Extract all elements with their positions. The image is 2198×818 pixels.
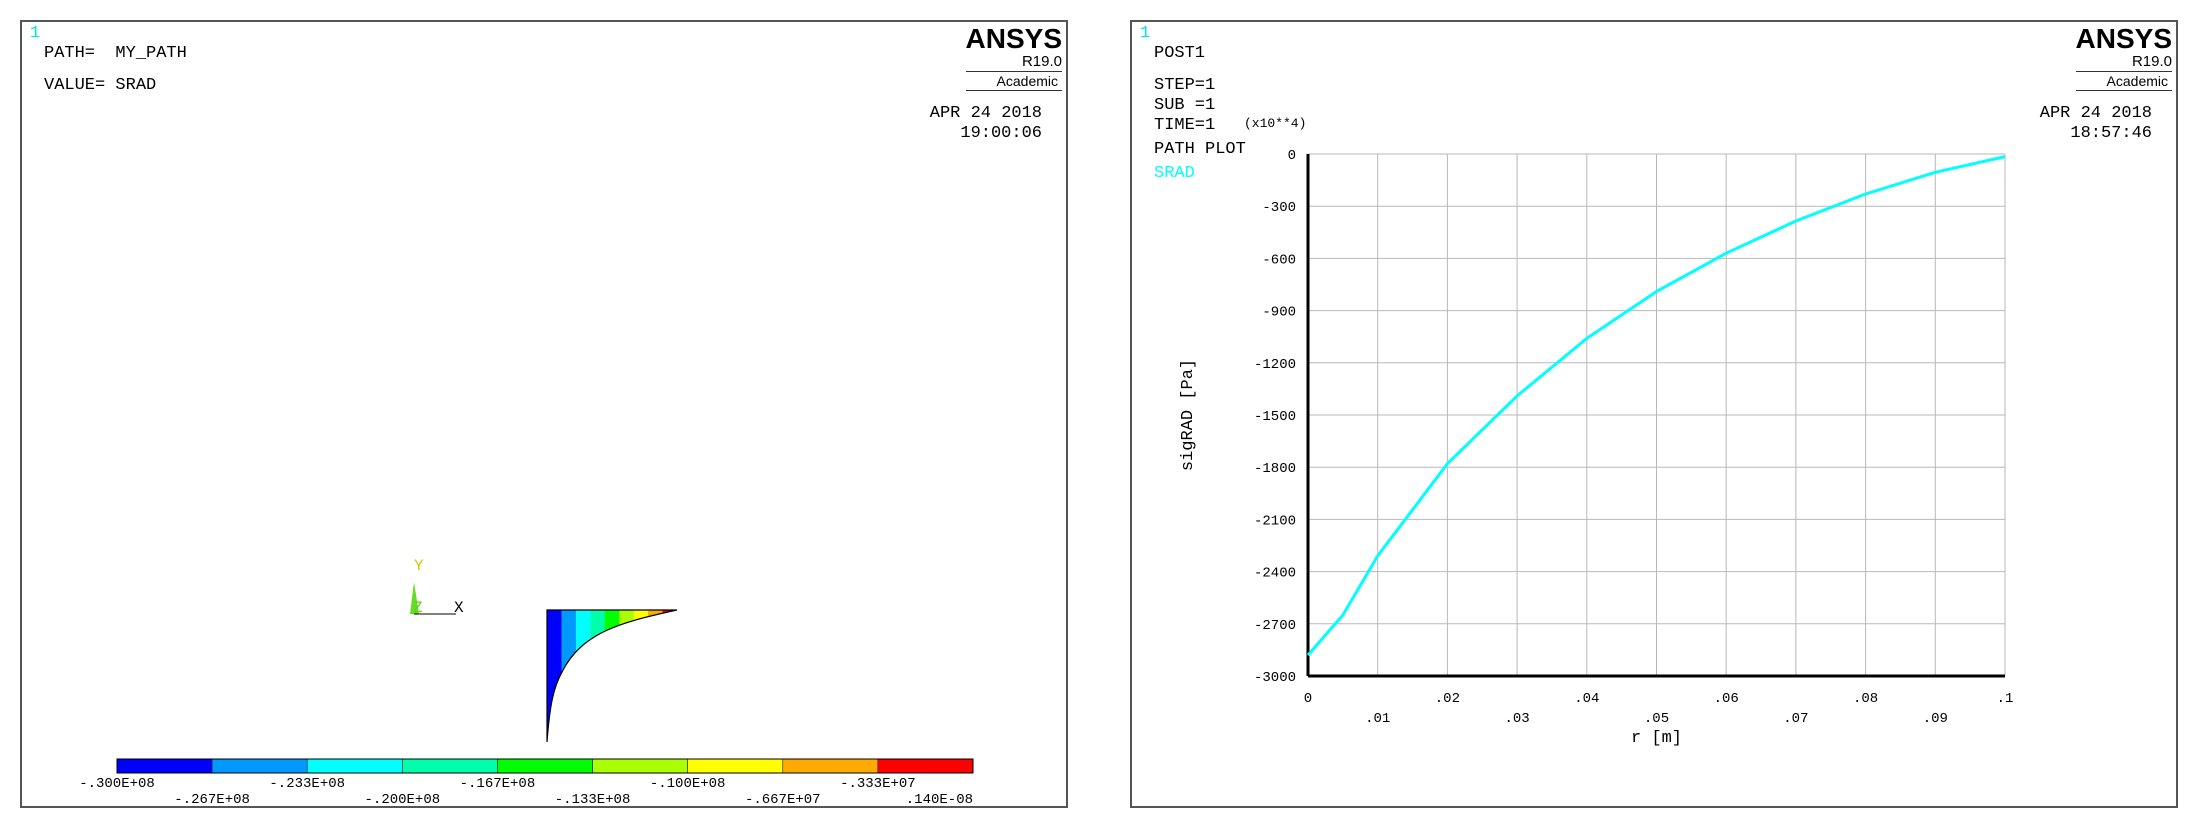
right-graphics-window: 1 POST1 STEP=1 SUB =1 TIME=1 PATH PLOT S… — [1130, 20, 2178, 808]
contour-legend: -.300E+08 -.233E+08 -.167E+08 -.100E+08 -.33… — [79, 758, 974, 808]
legend-label-bottom: -.133E+08 — [555, 792, 631, 808]
legend-swatch — [306, 758, 403, 774]
wedge-band — [633, 610, 649, 742]
info-line-post1: POST1 — [1154, 44, 1206, 63]
plot-title: PATH PLOT — [1154, 140, 1246, 159]
x-tick-label: 0 — [1304, 691, 1312, 707]
legend-label-top: -.167E+08 — [460, 776, 536, 792]
wedge-band — [648, 610, 664, 742]
value-label: VALUE= SRAD — [44, 76, 157, 95]
legend-swatch — [687, 758, 784, 774]
legend-swatch — [211, 758, 308, 774]
legend-label-top: -.233E+08 — [269, 776, 345, 792]
legend-label-bottom: .140E-08 — [906, 792, 973, 808]
path-label: PATH= MY_PATH — [44, 44, 187, 63]
logo-version: R19.0 — [1021, 53, 1062, 70]
window-number: 1 — [30, 24, 41, 43]
wedge-band — [575, 610, 591, 742]
info-line-step: STEP=1 — [1154, 76, 1216, 95]
path-contour-wedge — [547, 610, 677, 742]
y-tick-label: -1200 — [1254, 357, 1296, 373]
x-tick-label: .06 — [1714, 691, 1739, 707]
y-tick-label: -2100 — [1254, 513, 1296, 529]
logo-edition: Academic — [965, 71, 1062, 91]
triad-y-arrow — [410, 582, 419, 614]
x-tick-label: .04 — [1574, 691, 1599, 707]
ansys-logo: ANSYS R19.0 Academic — [965, 23, 1062, 91]
logo-brand: ANSYS — [2075, 23, 2172, 54]
x-axis-label: r [m] — [1631, 729, 1682, 748]
legend-swatch — [592, 758, 688, 774]
legend-label-top: -.300E+08 — [79, 776, 155, 792]
y-axis-label: sigRAD [Pa] — [1179, 359, 1198, 471]
legend-frame — [116, 758, 974, 774]
coordinate-triad: Y Z X — [410, 557, 464, 617]
triad-z-label: Z — [413, 599, 423, 617]
y-tick-label: -300 — [1262, 200, 1296, 216]
legend-label-top: -.333E+07 — [840, 776, 916, 792]
info-line-sub: SUB =1 — [1154, 96, 1216, 115]
x-tick-label: .02 — [1435, 691, 1460, 707]
x-tick-label: .01 — [1365, 711, 1390, 727]
y-multiplier: (x10**4) — [1244, 116, 1307, 131]
x-tick-label: .05 — [1644, 711, 1669, 727]
date-text: APR 24 2018 — [2039, 104, 2152, 123]
legend-swatch — [116, 758, 213, 774]
y-tick-label: -1800 — [1254, 461, 1296, 477]
x-tick-label: .03 — [1504, 711, 1529, 727]
wedge-band — [561, 610, 577, 742]
left-graphics-window: 1 PATH= MY_PATH VALUE= SRAD ANSYS R19.0 … — [20, 20, 1068, 808]
wedge-band — [547, 610, 563, 742]
triad-x-label: X — [454, 599, 464, 617]
time-text: 18:57:46 — [2070, 124, 2152, 143]
x-tick-label: .09 — [1923, 711, 1948, 727]
x-tick-label: .07 — [1783, 711, 1808, 727]
wedge-band — [590, 610, 606, 742]
x-tick-label: .1 — [1997, 691, 2014, 707]
ansys-logo: ANSYS R19.0 Academic — [2075, 23, 2172, 91]
time-text: 19:00:06 — [960, 124, 1042, 143]
wedge-band — [604, 610, 620, 742]
y-tick-label: -2700 — [1254, 618, 1296, 634]
wedge-band — [619, 610, 635, 742]
wedge-outline — [546, 609, 678, 743]
y-tick-label: -2400 — [1254, 566, 1296, 582]
legend-swatch — [877, 758, 974, 774]
logo-brand: ANSYS — [965, 23, 1062, 54]
logo-version: R19.0 — [2131, 53, 2172, 70]
series-line-srad — [1306, 155, 2006, 657]
date-stamp: APR 24 2018 19:00:06 — [930, 104, 1042, 144]
y-tick-label: 0 — [1288, 148, 1296, 164]
path-plot-chart: 0 .01 .02 .03 .04 .05 .06 .07 .08 .09 .1 0 -300 -600 -… — [1179, 148, 2014, 748]
wedge-band — [662, 610, 677, 742]
info-line-time: TIME=1 — [1154, 116, 1216, 135]
y-tick-label: -600 — [1262, 252, 1296, 268]
window-number: 1 — [1140, 24, 1151, 43]
logo-edition: Academic — [2075, 71, 2172, 91]
left-plot-canvas: Y Z X -.300E+08 -.233E+08 -.167E+08 -.100E+… — [79, 557, 974, 808]
legend-swatch — [497, 758, 593, 774]
legend-swatch — [402, 758, 498, 774]
date-stamp: APR 24 2018 18:57:46 — [2040, 104, 2152, 144]
legend-label-bottom: -.200E+08 — [365, 792, 441, 808]
x-tick-label: .08 — [1853, 691, 1878, 707]
legend-label-top: -.100E+08 — [650, 776, 726, 792]
date-text: APR 24 2018 — [929, 104, 1042, 123]
y-tick-label: -1500 — [1254, 409, 1296, 425]
y-tick-label: -3000 — [1254, 670, 1296, 686]
legend-swatch — [782, 758, 879, 774]
series-legend-label: SRAD — [1154, 164, 1195, 183]
legend-label-bottom: -.267E+08 — [174, 792, 250, 808]
triad-y-label: Y — [414, 557, 424, 575]
legend-label-bottom: -.667E+07 — [745, 792, 821, 808]
y-tick-label: -900 — [1262, 305, 1296, 321]
